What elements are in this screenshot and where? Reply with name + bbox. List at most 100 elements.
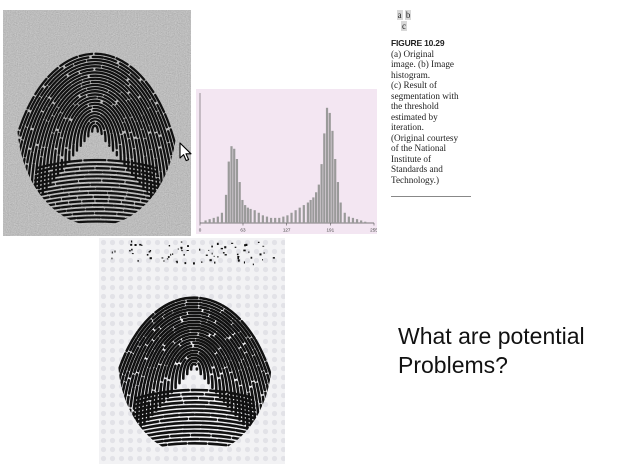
fingerprint-ridge: [17, 55, 177, 226]
fingerprint-ridge: [185, 359, 203, 376]
noise-speckle: [146, 254, 149, 256]
fingerprint-ridge: [30, 195, 164, 207]
noise-speckle: [214, 261, 216, 264]
histogram-bar: [220, 212, 224, 223]
histogram-tick-label: 255: [370, 228, 377, 233]
histogram-bar: [364, 221, 367, 223]
noise-speckle: [250, 256, 253, 259]
histogram-ticks: 0 63 127 191 255: [199, 223, 378, 233]
histogram-bar: [347, 216, 350, 223]
histogram-bar: [343, 212, 346, 223]
fingerprint-ridge: [189, 362, 199, 371]
noise-speckle: [209, 259, 212, 262]
noise-speckle: [177, 248, 179, 250]
histogram-bar: [302, 205, 305, 223]
noise-speckle: [257, 241, 260, 243]
fingerprint-ridge: [139, 323, 249, 430]
noise-speckle: [244, 244, 246, 247]
fingerprint-ridge: [31, 191, 163, 202]
fingerprint-ridge: [17, 58, 177, 226]
noise-speckle: [224, 246, 227, 249]
figure-caption: FIGURE 10.29 (a) Original image. (b) Ima…: [391, 38, 475, 185]
histogram-chart: 0 63 127 191 255: [196, 89, 378, 234]
caption-line: iteration.: [391, 122, 424, 132]
fingerprint-ridge: [22, 68, 168, 219]
fingerprint-ridge: [181, 356, 207, 380]
noise-speckle: [263, 252, 265, 254]
fingerprint-ridge: [132, 413, 258, 424]
fingerprint-ridge: [178, 353, 210, 385]
histogram-tick-label: 0: [199, 228, 202, 233]
fingerprint-ridge: [127, 314, 261, 444]
noise-speckle: [217, 256, 219, 258]
noise-speckle: [237, 257, 239, 260]
fingerprint-ridge: [131, 317, 257, 440]
noise-speckle: [201, 261, 203, 263]
histogram-bar: [339, 202, 342, 223]
histogram-bar: [212, 217, 215, 223]
histogram-bar: [230, 146, 233, 223]
noise-speckle: [149, 250, 152, 252]
fingerprint-ridge: [35, 162, 159, 174]
caption-line: of the National: [391, 143, 447, 153]
fingerprint-ridge: [34, 77, 156, 204]
noise-speckle: [180, 247, 183, 250]
histogram-bar: [238, 182, 241, 223]
noise-speckle: [131, 248, 133, 251]
noise-speckle: [272, 257, 275, 259]
histogram-bar: [253, 210, 256, 223]
histogram-tick-label: 191: [326, 228, 334, 233]
histogram-tick-label: 127: [283, 228, 291, 233]
histogram-bar: [278, 217, 281, 223]
segmented-fingerprint-image: [99, 238, 285, 464]
fingerprint-ridge: [143, 326, 245, 426]
histogram-bar: [328, 112, 331, 223]
noise-speckle: [175, 260, 178, 262]
caption-line: segmentation with: [391, 90, 459, 101]
caption-line: Technology.): [391, 174, 439, 185]
caption-divider: [391, 196, 471, 197]
histogram-tick-label: 63: [240, 228, 246, 233]
noise-speckle: [205, 254, 208, 256]
noise-speckle: [180, 241, 183, 243]
caption-line: the threshold: [391, 101, 439, 111]
noise-speckle: [140, 244, 143, 246]
histogram-bar: [320, 164, 323, 223]
caption-line: (a) Original: [391, 48, 435, 59]
fingerprint-ridge: [72, 109, 118, 157]
panel-label-c: c: [401, 21, 407, 31]
noise-speckle: [172, 253, 174, 255]
fingerprint-ridge: [17, 62, 175, 226]
fingerprint-ridge: [52, 93, 137, 181]
noise-speckle: [213, 255, 215, 257]
noise-speckle: [166, 258, 169, 260]
fingerprint-ridge: [32, 183, 162, 194]
fingerprint-ridge: [133, 405, 257, 416]
noise-speckle: [111, 251, 113, 254]
fingerprint-ridges: [17, 52, 177, 226]
histogram-bar: [235, 159, 239, 223]
noise-speckle: [181, 250, 184, 252]
noise-speckle: [222, 252, 225, 254]
fingerprint-ridge: [118, 305, 272, 456]
histogram-bar: [334, 159, 337, 223]
histogram-bar: [233, 148, 236, 223]
histogram-bar: [298, 207, 301, 223]
histogram-bar: [257, 212, 260, 223]
histogram-bar: [269, 217, 273, 223]
caption-line: Standards and: [391, 164, 443, 174]
noise-speckle: [186, 250, 189, 251]
fingerprint-ridge: [56, 96, 134, 176]
histogram-bar: [274, 217, 277, 223]
noise-speckle: [252, 263, 254, 266]
fingerprint-ridge: [147, 329, 241, 421]
caption-line: (Original courtesy: [391, 132, 459, 143]
histogram-bar: [325, 107, 329, 223]
histogram-bar: [309, 199, 312, 223]
histogram-bar: [241, 199, 244, 223]
noise-speckle: [193, 262, 195, 265]
fingerprint-ridge: [32, 179, 162, 190]
histogram-bar: [261, 215, 264, 223]
noise-speckle: [111, 257, 113, 260]
noise-speckle: [184, 262, 187, 265]
